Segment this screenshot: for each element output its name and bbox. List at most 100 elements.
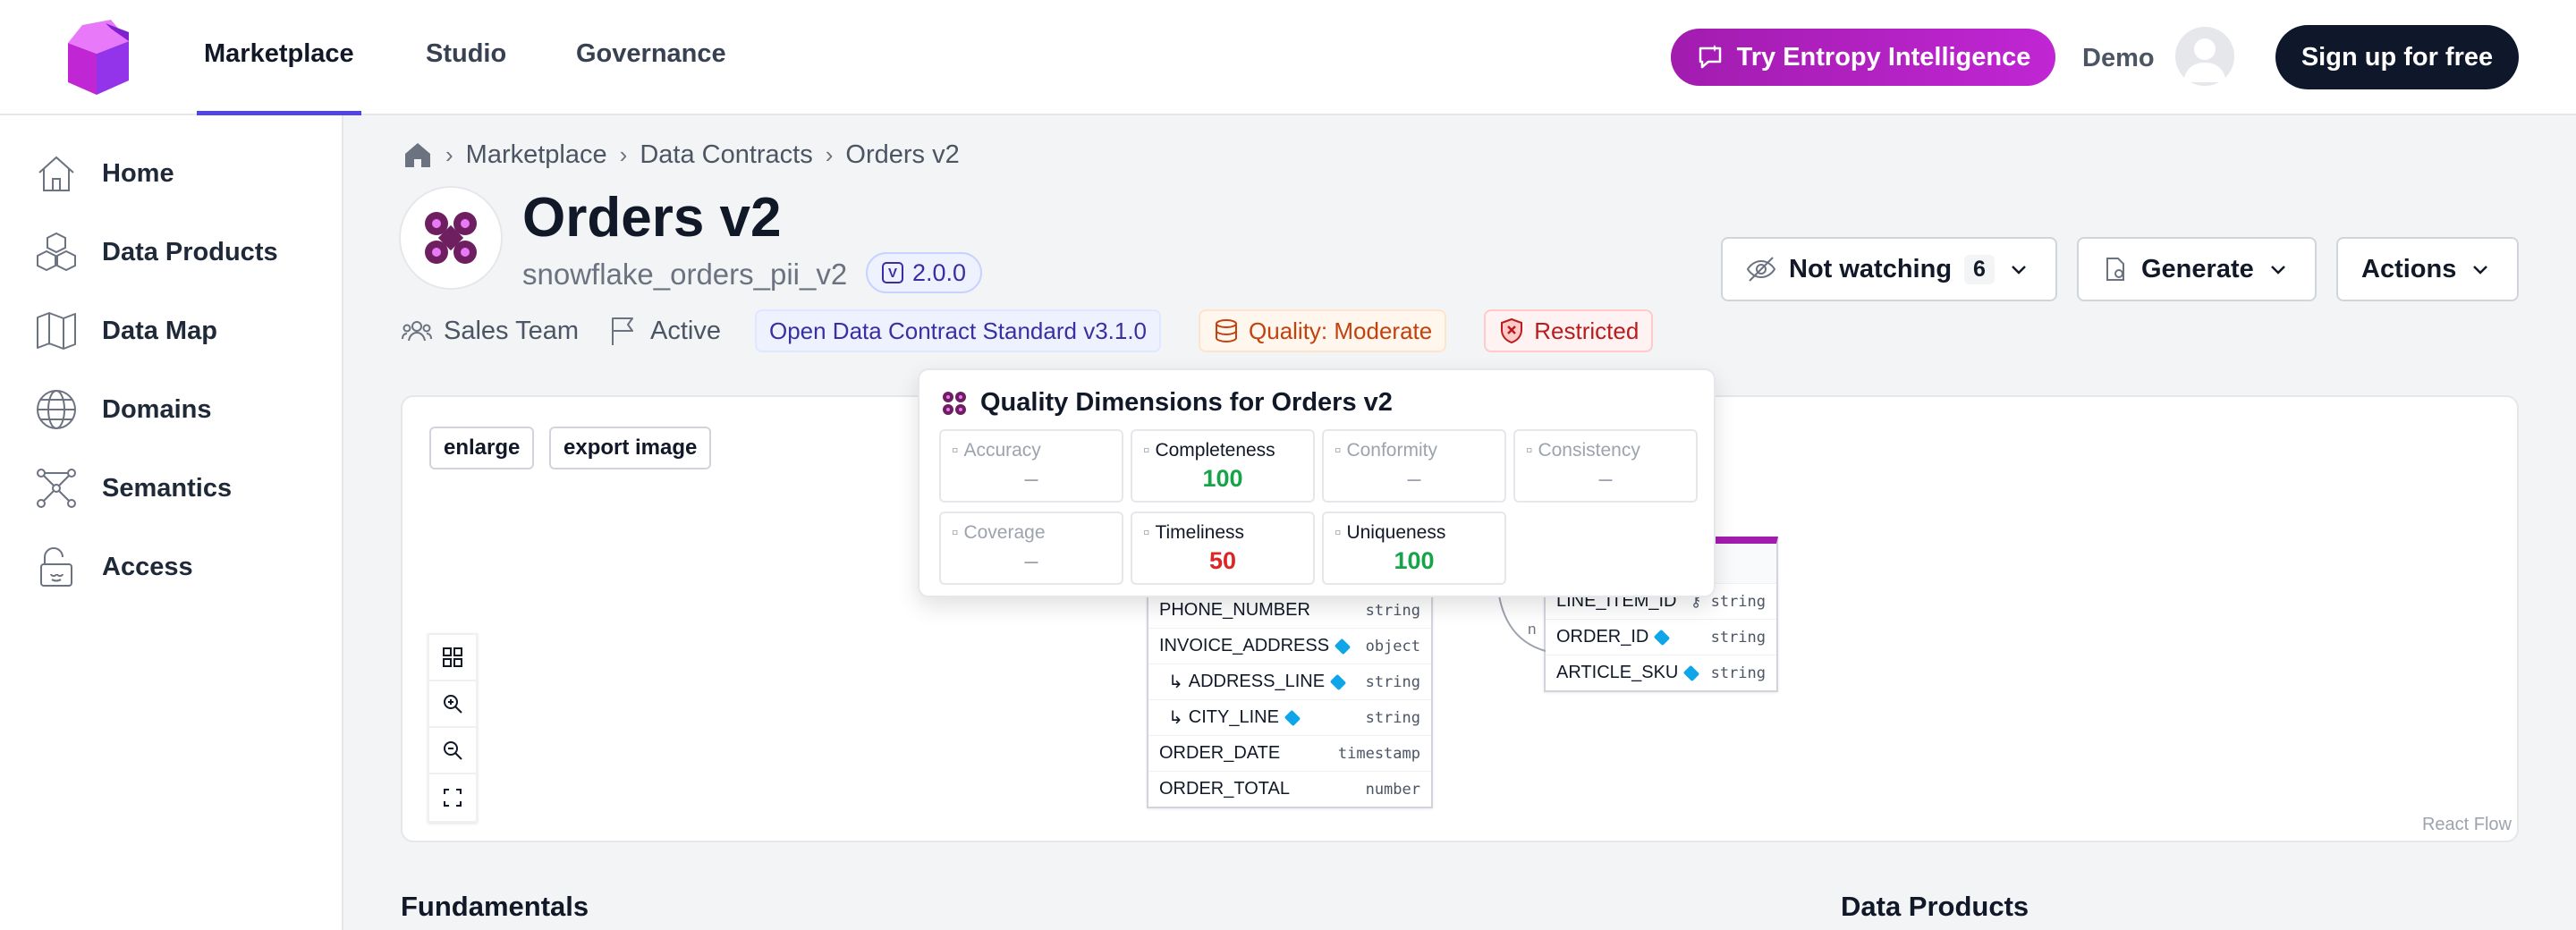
dimension-icon: ▫ [1335, 522, 1342, 543]
team-label: Sales Team [444, 316, 579, 345]
tag-icon [1683, 664, 1700, 681]
quality-badge[interactable]: Quality: Moderate [1199, 309, 1447, 352]
schema-field-row[interactable]: INVOICE_ADDRESS object [1148, 628, 1431, 664]
shield-x-icon [1501, 317, 1523, 344]
quality-emblem-icon [943, 391, 966, 415]
classification-badge: Restricted [1484, 309, 1654, 352]
sidebar-item-label: Domains [102, 394, 212, 424]
dimension-value: – [1024, 547, 1038, 574]
contract-emblem-icon [425, 212, 477, 264]
flag-icon [612, 317, 633, 345]
field-type: string [1710, 664, 1766, 682]
field-type: string [1365, 672, 1420, 691]
try-entropy-intelligence-button[interactable]: Try Entropy Intelligence [1671, 29, 2055, 86]
version-value: 2.0.0 [912, 258, 967, 286]
tab-studio[interactable]: Studio [426, 39, 507, 68]
schema-field-row[interactable]: ORDER_ID string [1546, 619, 1776, 655]
schema-field-row[interactable]: ORDER_DATE timestamp [1148, 735, 1431, 771]
tag-icon [1284, 709, 1301, 726]
edge-cardinality-label: n [1528, 621, 1537, 638]
sidebar-item-access[interactable]: Access [34, 542, 193, 592]
flow-controls [428, 633, 478, 823]
child-arrow-icon: ↳ [1168, 708, 1183, 728]
chevron-right-icon: › [825, 140, 834, 168]
react-flow-attribution[interactable]: React Flow [2421, 815, 2512, 834]
team-meta[interactable]: Sales Team [401, 315, 579, 347]
breadcrumb-data-contracts[interactable]: Data Contracts [640, 140, 813, 169]
orders-table-node[interactable]: PHONE_NUMBER string INVOICE_ADDRESS object ↳… [1147, 590, 1433, 808]
sidebar-item-home[interactable]: Home [34, 148, 174, 199]
field-name: ↳ ADDRESS_LINE [1159, 671, 1347, 693]
fit-layout-button[interactable] [429, 635, 476, 681]
dimension-label: ▫ Consistency [1526, 440, 1640, 461]
actions-button[interactable]: Actions [2336, 237, 2519, 301]
breadcrumb-marketplace[interactable]: Marketplace [465, 140, 607, 169]
tab-marketplace[interactable]: Marketplace [204, 39, 354, 68]
zoom-in-button[interactable] [429, 681, 476, 728]
chevron-down-icon [2473, 266, 2488, 275]
status-label: Active [650, 316, 721, 345]
dimension-value: 100 [1394, 547, 1435, 574]
users-icon [402, 321, 432, 342]
dimension-icon: ▫ [1143, 522, 1150, 543]
demo-label: Demo [2082, 44, 2155, 72]
field-type: object [1365, 637, 1420, 655]
try-entropy-label: Try Entropy Intelligence [1736, 42, 2031, 72]
sidebar-item-data-map[interactable]: Data Map [34, 306, 217, 356]
breadcrumb: › Marketplace › Data Contracts › Orders … [402, 140, 960, 170]
enlarge-button[interactable]: enlarge [429, 427, 535, 469]
quality-dimension-timeliness: ▫ Timeliness 50 [1131, 512, 1315, 585]
schema-field-row[interactable]: ORDER_TOTAL number [1148, 771, 1431, 807]
zoom-out-icon [444, 741, 462, 760]
home-icon[interactable] [402, 140, 433, 170]
contract-meta-row: Sales Team Active Open Data Contract Sta… [401, 309, 1654, 352]
dimension-value: – [1598, 465, 1613, 492]
export-image-button[interactable]: export image [549, 427, 712, 469]
user-avatar-icon [2183, 38, 2226, 82]
section-fundamentals: Fundamentals [401, 891, 589, 922]
schema-field-row[interactable]: ARTICLE_SKU string [1546, 655, 1776, 690]
signup-button[interactable]: Sign up for free [2275, 25, 2519, 89]
generate-label: Generate [2141, 254, 2254, 283]
field-type: timestamp [1337, 744, 1420, 763]
child-arrow-icon: ↳ [1168, 672, 1183, 692]
zoom-in-icon [444, 695, 462, 714]
quality-dimension-accuracy: ▫ Accuracy – [939, 429, 1123, 503]
sidebar-item-data-products[interactable]: Data Products [34, 227, 278, 277]
sidebar-item-domains[interactable]: Domains [34, 385, 211, 435]
chevron-right-icon: › [619, 140, 628, 168]
field-name: ↳ CITY_LINE [1159, 706, 1301, 729]
schema-field-row[interactable]: ↳ ADDRESS_LINE string [1148, 664, 1431, 699]
standard-label: Open Data Contract Standard v3.1.0 [768, 317, 1148, 344]
popover-title-text: Quality Dimensions for Orders v2 [980, 388, 1393, 417]
schema-field-row[interactable]: ↳ CITY_LINE string [1148, 699, 1431, 735]
watch-label: Not watching [1789, 254, 1953, 283]
dimension-value: – [1407, 465, 1421, 492]
sidebar: Home Data Products Data Map Domains Sema… [0, 115, 343, 930]
dimension-icon: ▫ [1335, 440, 1342, 461]
avatar[interactable] [2175, 27, 2234, 86]
dimension-value: – [1024, 465, 1038, 492]
watcher-count: 6 [1964, 254, 1995, 284]
dimension-icon: ▫ [952, 522, 959, 543]
schema-field-row[interactable]: PHONE_NUMBER string [1148, 592, 1431, 628]
contract-id: snowflake_orders_pii_v2 [522, 258, 848, 291]
dimension-label: ▫ Accuracy [952, 440, 1041, 461]
sidebar-item-semantics[interactable]: Semantics [34, 463, 232, 513]
quality-dimensions-popover: Quality Dimensions for Orders v2 ▫ Accura… [918, 368, 1716, 597]
standard-badge: Open Data Contract Standard v3.1.0 [754, 309, 1162, 352]
zoom-out-button[interactable] [429, 728, 476, 774]
fullscreen-button[interactable] [429, 774, 476, 821]
dimension-label: ▫ Uniqueness [1335, 522, 1446, 543]
field-name: ARTICLE_SKU [1556, 663, 1700, 683]
field-type: string [1365, 708, 1420, 727]
generate-button[interactable]: Generate [2077, 237, 2317, 301]
globe-icon [37, 390, 76, 429]
dimension-icon: ▫ [1526, 440, 1533, 461]
sidebar-item-label: Home [102, 158, 174, 188]
field-type: string [1710, 628, 1766, 647]
tab-governance[interactable]: Governance [576, 39, 726, 68]
watch-button[interactable]: Not watching 6 [1721, 237, 2057, 301]
entropy-logo-icon[interactable] [59, 18, 136, 98]
chat-sparkle-icon [1699, 45, 1721, 69]
